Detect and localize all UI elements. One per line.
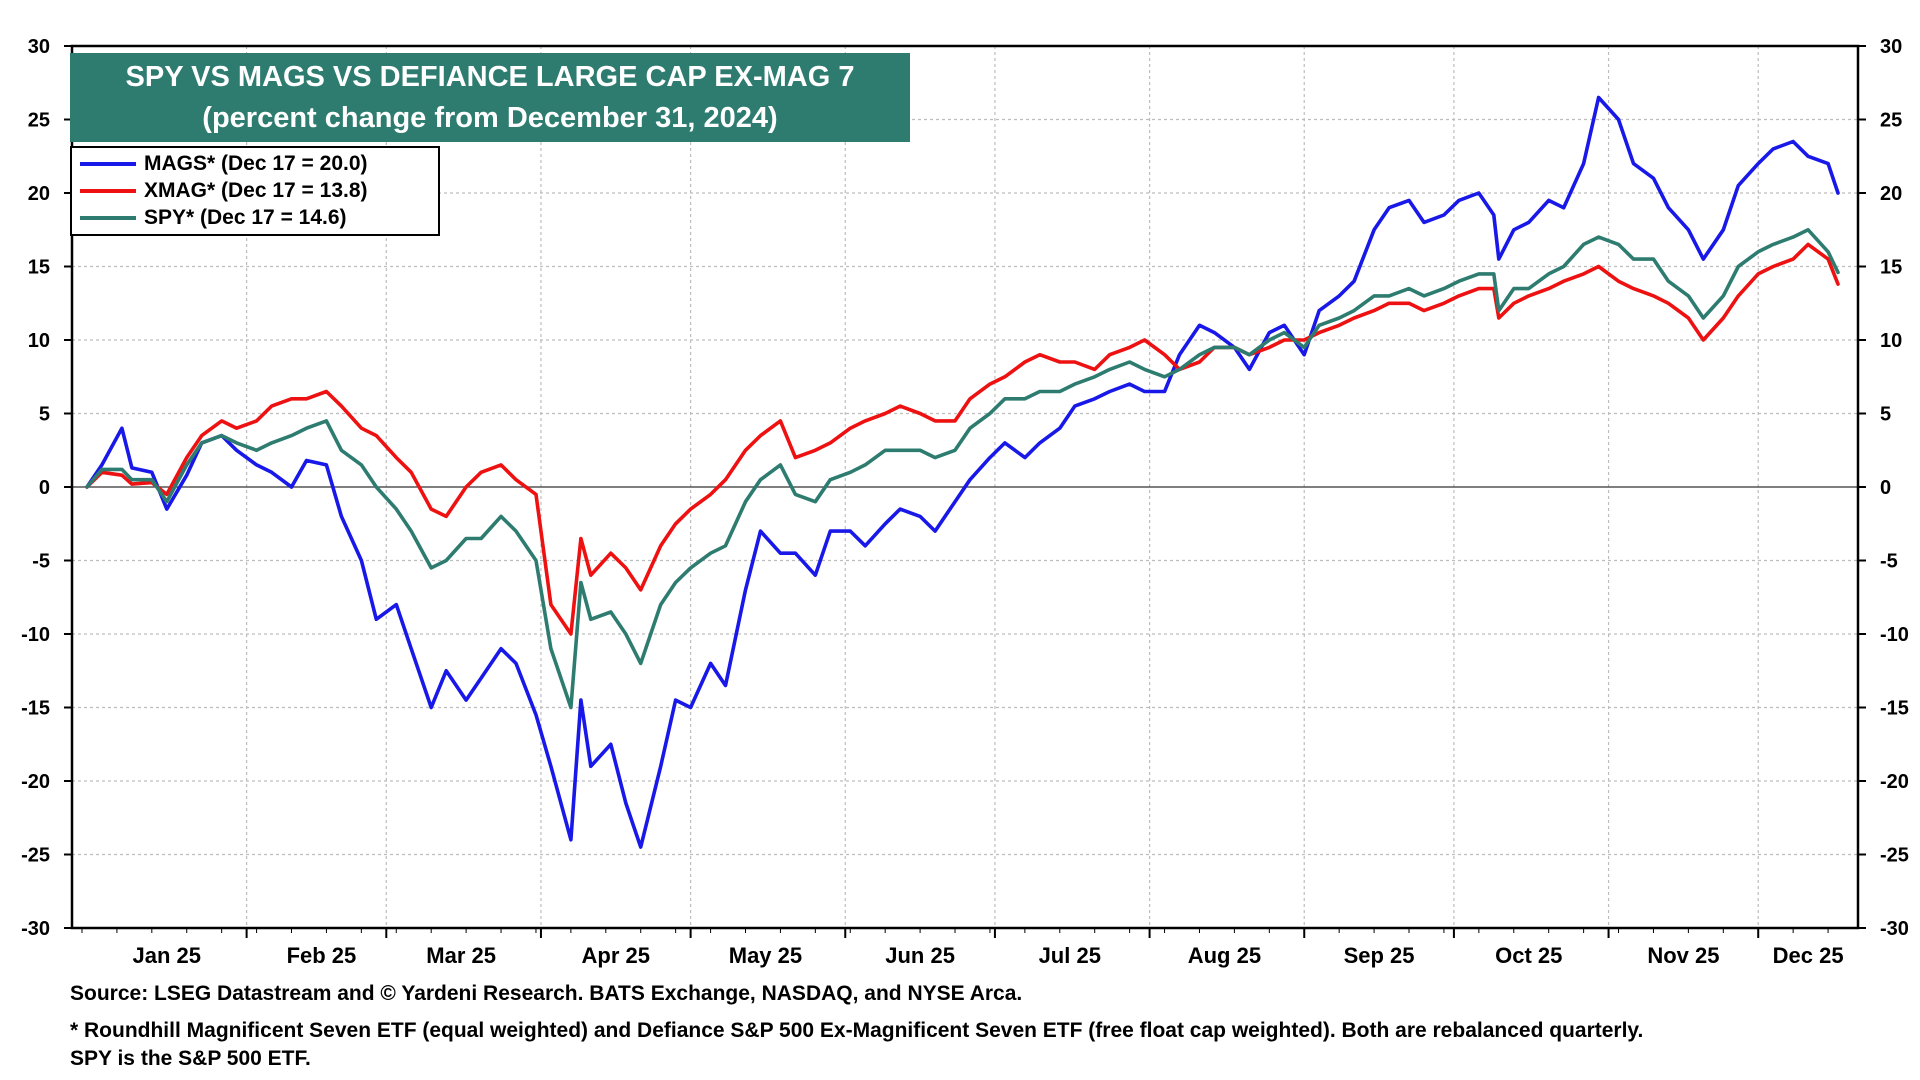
- legend-label-mags: MAGS* (Dec 17 = 20.0): [144, 152, 368, 175]
- source-note: Source: LSEG Datastream and © Yardeni Re…: [70, 982, 1023, 1005]
- y-tick-label-left: 5: [39, 404, 50, 426]
- tick-labels: 30 30 25 25 20 20 15 15 10 10 5 5 0 0 -5 -5 -10 -10 -15 -15…: [21, 36, 1909, 968]
- y-tick-label-left: -20: [21, 771, 50, 793]
- series-lines: [85, 95, 1840, 849]
- chart-title-box: SPY VS MAGS VS DEFIANCE LARGE CAP EX-MAG…: [70, 53, 910, 142]
- x-tick-label: Jul 25: [1039, 943, 1101, 968]
- y-tick-label-left: -25: [21, 845, 50, 867]
- y-tick-label-left: 10: [28, 330, 50, 352]
- y-tick-label-right: 25: [1880, 110, 1902, 132]
- chart-subtitle: (percent change from December 31, 2024): [202, 102, 778, 134]
- y-tick-label-left: 30: [28, 36, 50, 58]
- legend-swatch-spy: [80, 216, 136, 220]
- legend-item-mags: MAGS* (Dec 17 = 20.0): [80, 151, 368, 177]
- y-tick-label-left: 25: [28, 110, 50, 132]
- footnote-line-2: SPY is the S&P 500 ETF.: [70, 1047, 311, 1070]
- x-tick-label: Feb 25: [287, 943, 357, 968]
- y-tick-label-right: 5: [1880, 404, 1891, 426]
- x-tick-label: Jan 25: [133, 943, 202, 968]
- legend-label-spy: SPY* (Dec 17 = 14.6): [144, 206, 347, 229]
- series-line-mags: [85, 95, 1840, 849]
- x-tick-label: Dec 25: [1773, 943, 1844, 968]
- y-tick-label-right: -5: [1880, 551, 1898, 573]
- series-line-xmag: [85, 242, 1840, 636]
- y-tick-label-right: -15: [1880, 698, 1909, 720]
- legend-item-spy: SPY* (Dec 17 = 14.6): [80, 205, 347, 231]
- y-tick-label-left: -30: [21, 918, 50, 940]
- y-tick-label-right: 30: [1880, 36, 1902, 58]
- chart-title: SPY VS MAGS VS DEFIANCE LARGE CAP EX-MAG…: [125, 61, 855, 93]
- y-tick-label-left: 0: [39, 477, 50, 499]
- x-tick-label: Jun 25: [885, 943, 955, 968]
- legend-item-xmag: XMAG* (Dec 17 = 13.8): [80, 178, 368, 204]
- y-tick-label-left: -15: [21, 698, 50, 720]
- series-line-spy: [85, 228, 1840, 710]
- legend-swatch-mags: [80, 162, 136, 166]
- legend: MAGS* (Dec 17 = 20.0) XMAG* (Dec 17 = 13…: [70, 146, 440, 236]
- y-tick-label-right: -10: [1880, 624, 1909, 646]
- x-tick-label: Nov 25: [1647, 943, 1719, 968]
- x-tick-label: May 25: [729, 943, 802, 968]
- y-tick-label-right: -25: [1880, 845, 1909, 867]
- x-tick-label: Oct 25: [1495, 943, 1562, 968]
- x-tick-label: Mar 25: [426, 943, 496, 968]
- y-tick-label-left: -10: [21, 624, 50, 646]
- y-tick-label-right: -20: [1880, 771, 1909, 793]
- y-tick-label-right: 20: [1880, 183, 1902, 205]
- y-tick-label-right: 15: [1880, 257, 1902, 279]
- x-tick-label: Aug 25: [1188, 943, 1261, 968]
- y-tick-label-right: -30: [1880, 918, 1909, 940]
- plot-frame: [70, 44, 1860, 930]
- x-tick-label: Apr 25: [582, 943, 650, 968]
- y-tick-label-right: 10: [1880, 330, 1902, 352]
- legend-swatch-xmag: [80, 189, 136, 193]
- y-tick-label-right: 0: [1880, 477, 1891, 499]
- footnote-line-1: * Roundhill Magnificent Seven ETF (equal…: [70, 1019, 1644, 1042]
- y-tick-label-left: 20: [28, 183, 50, 205]
- y-tick-label-left: -5: [32, 551, 50, 573]
- x-tick-label: Sep 25: [1344, 943, 1415, 968]
- legend-label-xmag: XMAG* (Dec 17 = 13.8): [144, 179, 368, 202]
- y-tick-label-left: 15: [28, 257, 50, 279]
